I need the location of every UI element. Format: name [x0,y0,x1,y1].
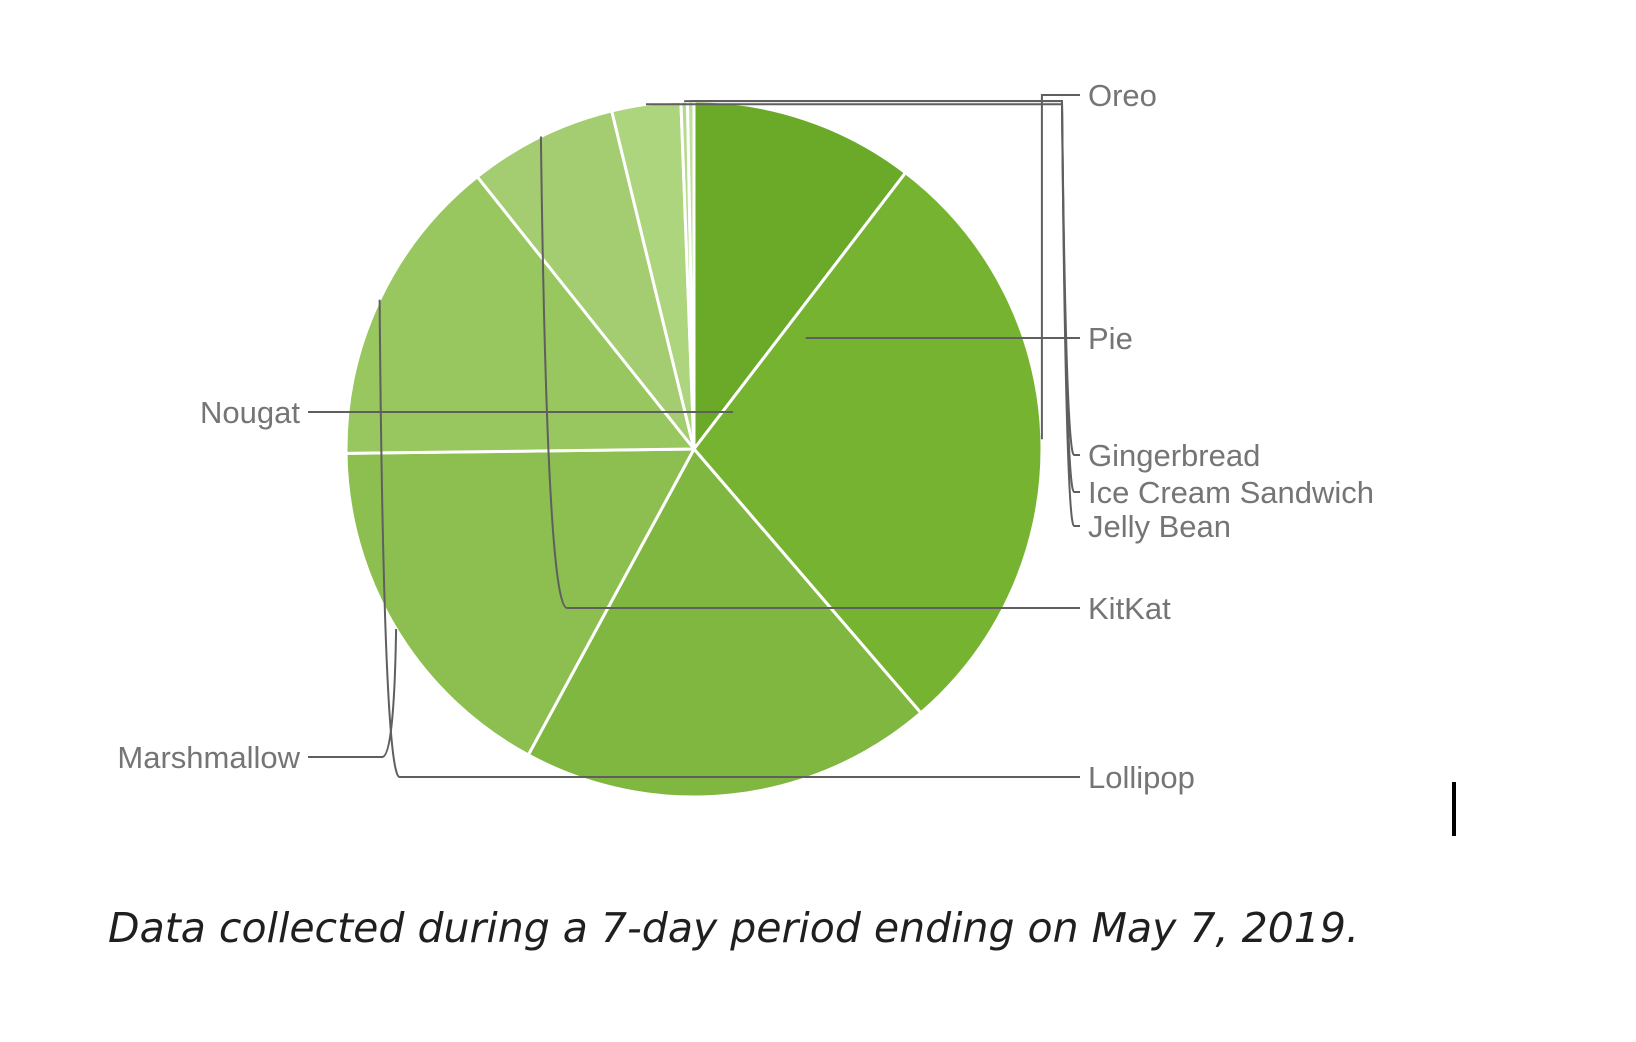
leader-line-kitkat [539,136,1080,609]
leader-line-gingerbread [690,100,1080,456]
leader-line-oreo [1040,94,1080,440]
slice-label-lollipop: Lollipop [1088,760,1195,795]
pie-slices [344,99,1044,799]
slice-label-ice-cream-sandwich: Ice Cream Sandwich [1088,475,1374,510]
leader-lines [308,94,1080,778]
slice-labels: Pie Oreo Nougat Marshmallow Lollipop KitKat Je… [117,78,1374,795]
slice-label-kitkat: KitKat [1088,591,1171,626]
text-cursor [1452,782,1456,836]
slice-label-oreo: Oreo [1088,78,1157,113]
chart-caption: Data collected during a 7-day period end… [108,904,1359,952]
pie-chart: Pie Oreo Nougat Marshmallow Lollipop KitKat Je… [117,78,1374,799]
slice-label-marshmallow: Marshmallow [117,740,300,775]
pie-slice-marshmallow [344,447,696,757]
slice-label-pie: Pie [1088,321,1133,356]
leader-line-marshmallow [308,628,398,758]
slice-label-nougat: Nougat [200,395,300,430]
pie-slice-nougat [526,447,923,799]
slice-label-gingerbread: Gingerbread [1088,438,1260,473]
pie-slice-kitkat [475,109,696,451]
slice-label-jelly-bean: Jelly Bean [1088,509,1231,544]
leader-line-lollipop [378,299,1080,778]
